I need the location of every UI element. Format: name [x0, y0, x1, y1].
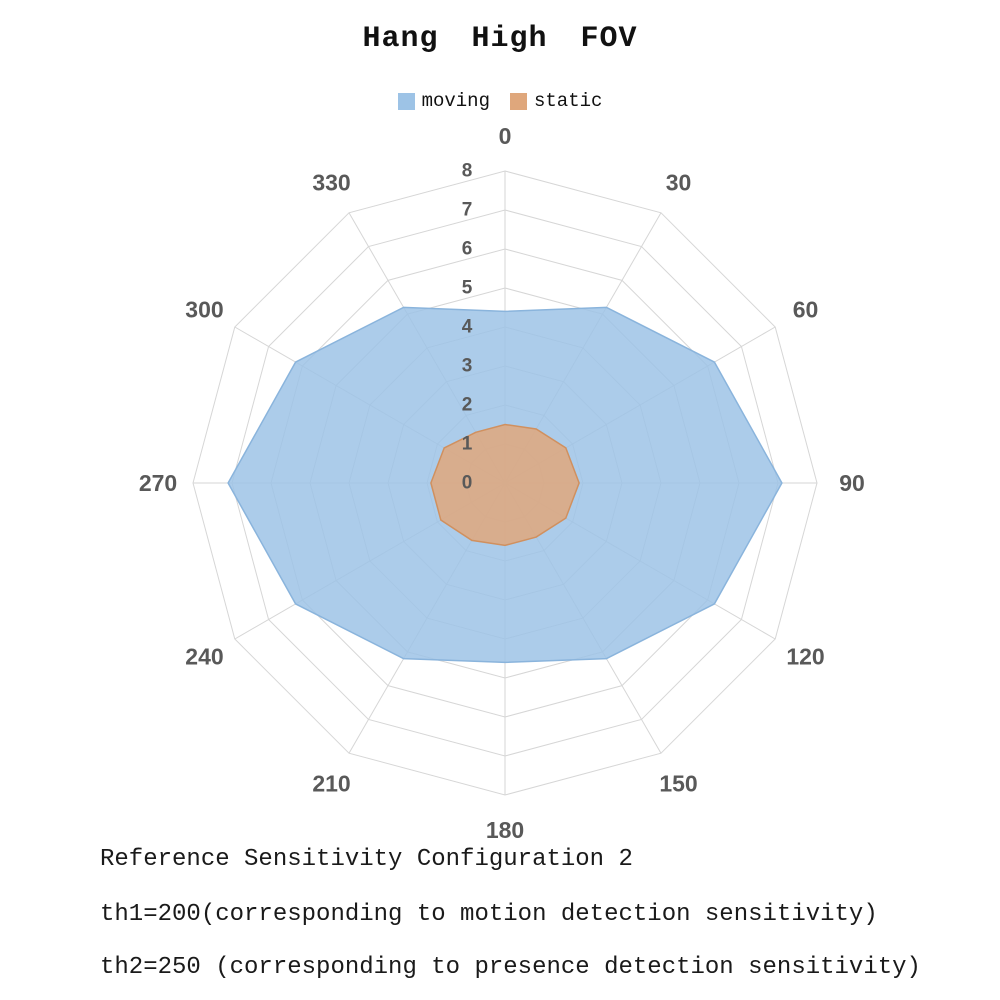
- axis-label-210: 210: [312, 771, 350, 797]
- axis-label-30: 30: [666, 169, 692, 195]
- axis-label-240: 240: [185, 644, 223, 670]
- chart-title: Hang High FOV: [362, 22, 638, 56]
- footer-th2: th2=250 (corresponding to presence detec…: [100, 954, 921, 981]
- radial-tick-label: 1: [462, 434, 473, 455]
- legend-swatch-moving: [397, 92, 415, 110]
- legend: moving static: [0, 90, 1000, 112]
- axis-label-330: 330: [312, 169, 350, 195]
- static-series-polygon: [430, 423, 580, 547]
- radial-tick-label: 2: [462, 395, 473, 416]
- radial-tick-label: 8: [462, 161, 473, 182]
- legend-item-static: static: [510, 90, 602, 112]
- axis-label-90: 90: [839, 470, 865, 496]
- axis-label-60: 60: [793, 297, 819, 323]
- radial-tick-label: 7: [462, 200, 473, 221]
- radial-tick-label: 0: [462, 473, 473, 494]
- radial-tick-label: 5: [462, 278, 473, 299]
- radial-tick-label: 6: [462, 239, 473, 260]
- footer-caption: Reference Sensitivity Configuration 2: [100, 846, 633, 873]
- axis-label-0: 0: [499, 123, 512, 149]
- legend-item-moving: moving: [397, 90, 490, 112]
- axis-label-300: 300: [185, 297, 223, 323]
- legend-swatch-static: [510, 92, 527, 110]
- axis-label-270: 270: [139, 470, 177, 496]
- axis-label-180: 180: [486, 817, 524, 843]
- legend-label-static: static: [534, 90, 603, 112]
- radial-tick-label: 4: [462, 317, 473, 338]
- axis-label-150: 150: [659, 771, 697, 797]
- axis-label-120: 120: [786, 644, 824, 670]
- radial-tick-label: 3: [462, 356, 473, 377]
- footer-th1: th1=200(corresponding to motion detectio…: [100, 901, 878, 928]
- legend-label-moving: moving: [421, 90, 490, 112]
